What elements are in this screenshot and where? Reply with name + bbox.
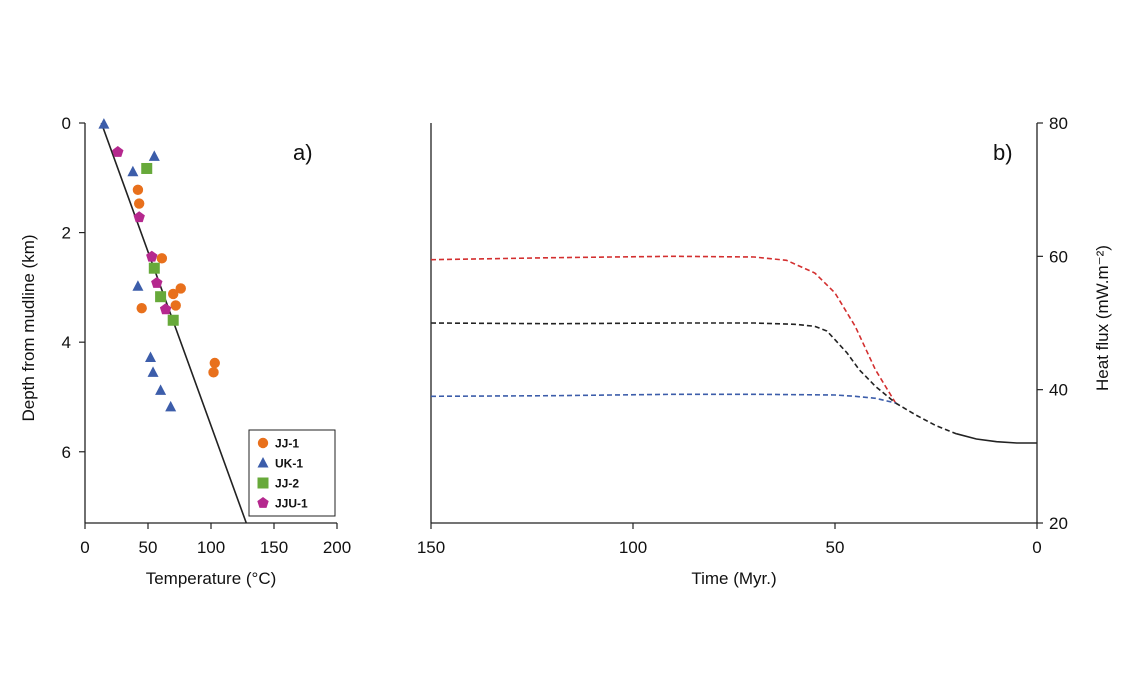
y-tick-label: 20 xyxy=(1049,514,1068,533)
panel-a-legend: JJ-1 UK-1 JJ-2 JJU-1 xyxy=(248,429,336,517)
point-jj-1 xyxy=(132,184,144,196)
panel-b-lines xyxy=(430,255,1037,444)
point-jj-2 xyxy=(155,291,167,303)
x-tick-label: 0 xyxy=(80,538,89,557)
y-tick-label: 80 xyxy=(1049,114,1068,133)
legend-label-jju-1: JJU-1 xyxy=(275,497,308,511)
legend-marker-uk-1 xyxy=(257,457,269,468)
panel-b-ticks: 150 100 50 0 20 40 60 80 xyxy=(417,114,1068,557)
heat-flux-line-2 xyxy=(430,322,897,404)
x-tick-label: 150 xyxy=(260,538,288,557)
panel-a-ticks: 0 50 100 150 200 0 2 4 6 xyxy=(62,114,352,557)
legend-marker-jj-2 xyxy=(257,477,269,489)
panel-b-y-axis-label: Heat flux (mW.m⁻²) xyxy=(1093,245,1112,391)
y-tick-label: 40 xyxy=(1049,381,1068,400)
y-tick-label: 6 xyxy=(62,443,71,462)
y-tick-label: 0 xyxy=(62,114,71,133)
panel-b-label: b) xyxy=(993,140,1013,165)
heat-flux-line-5 xyxy=(955,432,1037,444)
point-jj-2 xyxy=(167,314,179,326)
point-uk-1 xyxy=(127,165,139,177)
point-jj-1 xyxy=(208,367,219,378)
point-uk-1 xyxy=(145,351,157,363)
y-tick-label: 4 xyxy=(62,333,71,352)
point-jj-2 xyxy=(148,262,160,274)
panel-a-y-axis-label: Depth from mudline (km) xyxy=(19,234,38,421)
point-uk-1 xyxy=(165,400,177,412)
point-jj-1 xyxy=(170,300,181,311)
x-tick-label: 150 xyxy=(417,538,445,557)
point-jju-1 xyxy=(112,146,124,157)
y-tick-label: 60 xyxy=(1049,247,1068,266)
point-jj-1 xyxy=(209,357,220,369)
x-tick-label: 100 xyxy=(619,538,647,557)
x-tick-label: 0 xyxy=(1032,538,1041,557)
point-jj-1 xyxy=(168,288,179,300)
panel-a-x-axis-label: Temperature (°C) xyxy=(146,569,277,588)
point-uk-1 xyxy=(148,150,160,161)
point-uk-1 xyxy=(98,118,110,129)
panel-a-label: a) xyxy=(293,140,313,165)
x-tick-label: 50 xyxy=(139,538,158,557)
point-jju-1 xyxy=(146,250,158,262)
y-tick-label: 2 xyxy=(62,224,71,243)
point-jj-1 xyxy=(133,198,145,209)
point-jju-1 xyxy=(133,211,145,223)
panel-b-heat-flux: 150 100 50 0 20 40 60 80 b) Time (Myr.) Heat fl… xyxy=(417,114,1112,588)
point-jj-2 xyxy=(141,162,153,174)
heat-flux-line-1 xyxy=(430,255,897,404)
x-tick-label: 50 xyxy=(826,538,845,557)
point-jju-1 xyxy=(151,277,163,288)
heat-flux-line-4 xyxy=(895,402,957,435)
legend-label-jj-2: JJ-2 xyxy=(275,477,299,491)
legend-marker-jj-1 xyxy=(257,437,269,449)
point-jj-1 xyxy=(136,303,147,314)
point-jj-1 xyxy=(175,283,186,294)
point-uk-1 xyxy=(155,384,167,395)
point-uk-1 xyxy=(132,280,144,291)
x-tick-label: 100 xyxy=(197,538,225,557)
heat-flux-line-3 xyxy=(430,393,896,404)
x-tick-label: 200 xyxy=(323,538,351,557)
panel-a-data-points xyxy=(98,118,220,412)
point-jj-1 xyxy=(156,253,168,264)
legend-marker-jju-1 xyxy=(257,497,269,508)
panel-a-temperature-depth: 0 50 100 150 200 0 2 4 6 a) Temperature (°C) Dep… xyxy=(19,114,351,588)
panel-b-x-axis-label: Time (Myr.) xyxy=(691,569,776,588)
legend-label-uk-1: UK-1 xyxy=(275,457,303,471)
point-uk-1 xyxy=(147,366,159,377)
legend-label-jj-1: JJ-1 xyxy=(275,437,299,451)
point-jju-1 xyxy=(159,303,172,315)
